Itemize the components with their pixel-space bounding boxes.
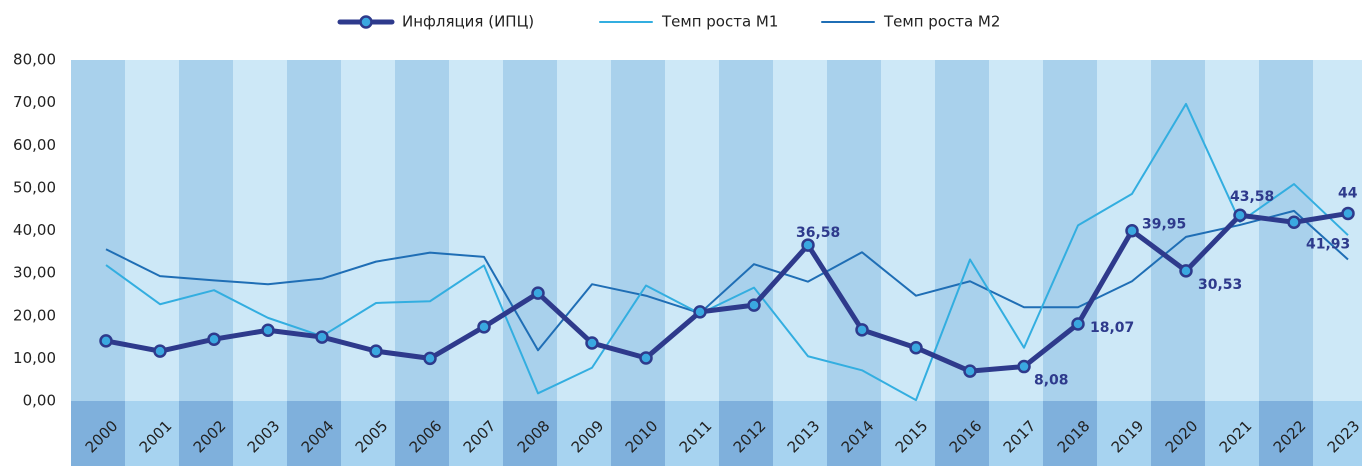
- axis-band: [665, 401, 719, 466]
- axis-band: [1259, 401, 1313, 466]
- marker: [585, 336, 599, 350]
- column-band: [665, 60, 719, 401]
- column-band: [611, 60, 665, 401]
- axis-band: [719, 401, 773, 466]
- axis-band: [989, 401, 1043, 466]
- axis-band: [233, 401, 287, 466]
- marker: [369, 344, 383, 358]
- axis-band: [773, 401, 827, 466]
- column-band: [287, 60, 341, 401]
- marker: [153, 344, 167, 358]
- column-band: [1313, 60, 1362, 401]
- y-tick-label: 50,00: [13, 178, 56, 196]
- data-label: 39,95: [1142, 217, 1186, 233]
- marker: [207, 332, 221, 346]
- y-tick-label: 30,00: [13, 264, 56, 282]
- y-tick-label: 80,00: [13, 51, 56, 69]
- column-band: [989, 60, 1043, 401]
- legend-label: Инфляция (ИПЦ): [402, 13, 534, 31]
- y-tick-label: 60,00: [13, 136, 56, 154]
- marker: [639, 351, 653, 365]
- axis-band: [827, 401, 881, 466]
- axis-band: [611, 401, 665, 466]
- axis-band: [1313, 401, 1362, 466]
- axis-band: [71, 401, 125, 466]
- marker: [693, 305, 707, 319]
- marker: [747, 298, 761, 312]
- column-band: [719, 60, 773, 401]
- legend-label: Темп роста М1: [661, 13, 778, 31]
- axis-band: [881, 401, 935, 466]
- y-tick-label: 40,00: [13, 221, 56, 239]
- data-label: 18,07: [1090, 320, 1134, 336]
- marker: [261, 323, 275, 337]
- marker: [1341, 206, 1355, 221]
- column-band: [1097, 60, 1151, 401]
- data-label: 8,08: [1034, 373, 1069, 389]
- marker: [909, 340, 923, 355]
- marker: [1125, 223, 1139, 238]
- axis-band: [935, 401, 989, 466]
- marker: [1071, 317, 1085, 331]
- series-line: [105, 102, 1349, 402]
- axis-band: [287, 401, 341, 466]
- column-band: [503, 60, 557, 401]
- marker: [1179, 264, 1193, 278]
- column-band: [395, 60, 449, 401]
- series-line: [105, 210, 1349, 374]
- axis-band: [1151, 401, 1205, 466]
- data-label: 44: [1338, 185, 1358, 201]
- axis-band: [179, 401, 233, 466]
- y-tick-label: 0,00: [23, 392, 56, 410]
- marker: [99, 334, 113, 348]
- axis-band: [449, 401, 503, 466]
- axis-band: [1043, 401, 1097, 466]
- y-tick-label: 10,00: [13, 349, 56, 367]
- column-band: [449, 60, 503, 401]
- marker: [531, 286, 545, 300]
- series-line: [105, 209, 1349, 352]
- column-band: [233, 60, 287, 401]
- column-band: [71, 60, 125, 401]
- y-tick-label: 70,00: [13, 93, 56, 111]
- axis-band: [557, 401, 611, 466]
- data-label: 41,93: [1306, 236, 1350, 252]
- marker: [1233, 208, 1247, 222]
- column-band: [1043, 60, 1097, 401]
- column-band: [1259, 60, 1313, 401]
- axis-band: [1205, 401, 1259, 466]
- data-label: 43,58: [1230, 189, 1274, 205]
- legend-marker: [359, 15, 373, 29]
- column-band: [773, 60, 827, 401]
- column-band: [179, 60, 233, 401]
- axis-band: [503, 401, 557, 466]
- marker: [801, 238, 815, 252]
- y-tick-label: 20,00: [13, 306, 56, 324]
- axis-band: [341, 401, 395, 466]
- data-label: 30,53: [1198, 277, 1242, 293]
- marker: [1287, 215, 1301, 230]
- marker: [855, 323, 869, 337]
- marker: [1017, 359, 1031, 374]
- data-label: 36,58: [796, 225, 840, 241]
- marker: [477, 320, 491, 334]
- column-band: [935, 60, 989, 401]
- marker: [315, 330, 329, 344]
- axis-band: [125, 401, 179, 466]
- marker: [963, 364, 977, 378]
- axis-band: [395, 401, 449, 466]
- marker: [423, 351, 437, 366]
- legend-label: Темп роста М2: [883, 13, 1000, 31]
- column-band: [827, 60, 881, 401]
- axis-band: [1097, 401, 1151, 466]
